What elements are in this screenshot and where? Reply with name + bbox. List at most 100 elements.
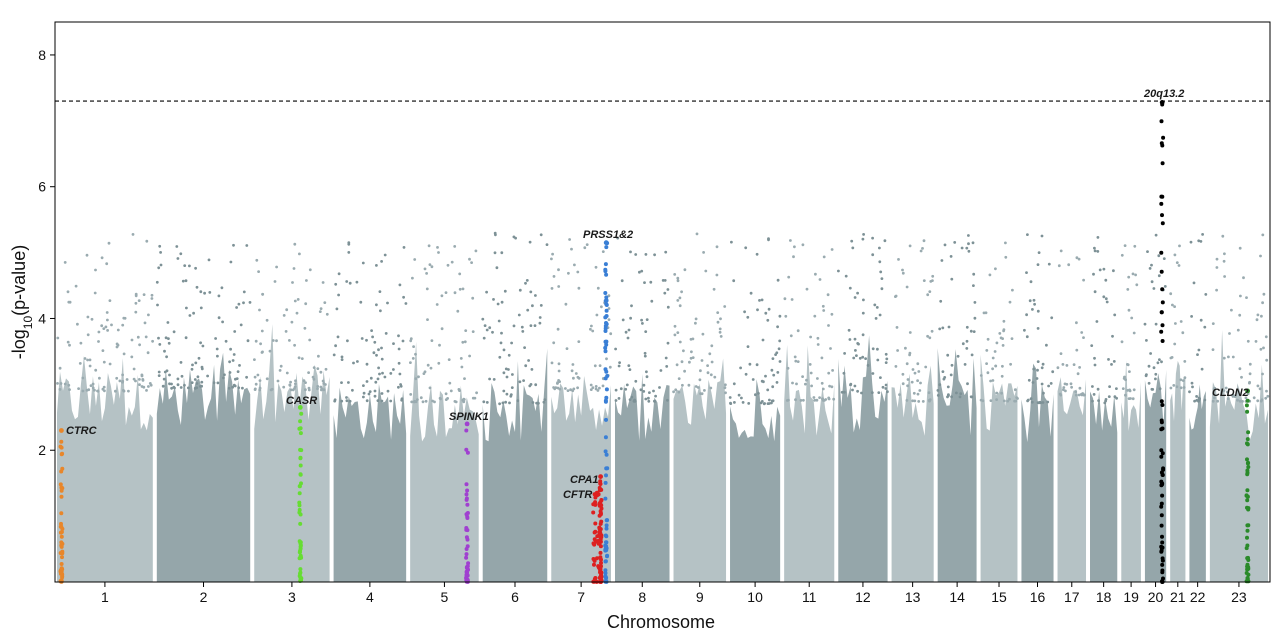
snp-point: [844, 274, 848, 278]
snp-point: [768, 398, 771, 402]
snp-point: [809, 371, 813, 375]
snp-point: [191, 363, 194, 367]
snp-point: [706, 371, 710, 375]
snp-point: [56, 382, 59, 385]
locus-point: [599, 570, 604, 575]
x-tick-label: 22: [1190, 589, 1206, 605]
snp-point: [971, 241, 975, 245]
locus-point: [1245, 488, 1250, 493]
snp-point: [1025, 335, 1029, 339]
snp-point: [784, 314, 788, 318]
snp-point: [167, 337, 170, 340]
snp-point: [94, 368, 98, 372]
snp-point: [1029, 280, 1033, 284]
x-tick-label: 1: [101, 589, 109, 605]
snp-point: [502, 348, 506, 352]
locus-point: [1159, 483, 1164, 488]
snp-point: [1076, 372, 1080, 376]
snp-point: [273, 280, 277, 283]
snp-point: [989, 399, 993, 402]
snp-point: [950, 363, 954, 367]
snp-point: [529, 290, 533, 294]
snp-point: [516, 399, 520, 403]
locus-point: [604, 302, 609, 306]
locus-point: [603, 267, 608, 272]
snp-point: [461, 287, 465, 291]
snp-point: [86, 333, 90, 337]
snp-point: [758, 299, 761, 302]
snp-point: [68, 343, 71, 347]
snp-point: [58, 388, 62, 391]
snp-point: [56, 336, 60, 340]
snp-point: [719, 335, 723, 338]
snp-point: [950, 395, 953, 399]
snp-point: [595, 313, 599, 317]
snp-point: [1174, 322, 1177, 325]
snp-point: [791, 381, 794, 385]
snp-point: [1063, 382, 1067, 386]
snp-point: [931, 279, 934, 282]
snp-point: [576, 375, 580, 379]
chromosome-block-3: [254, 324, 330, 582]
snp-point: [188, 264, 191, 268]
chromosome-block-4: [333, 384, 407, 582]
snp-point: [376, 377, 380, 381]
snp-point: [1145, 339, 1148, 342]
snp-point: [930, 329, 934, 333]
locus-point: [465, 502, 470, 507]
snp-point: [291, 281, 294, 284]
snp-point: [1123, 375, 1126, 379]
snp-point: [293, 242, 297, 246]
snp-point: [233, 330, 237, 333]
locus-point: [465, 537, 470, 542]
snp-point: [576, 386, 579, 390]
snp-point: [1173, 253, 1177, 257]
snp-point: [482, 336, 486, 340]
snp-point: [566, 389, 570, 392]
snp-point: [843, 390, 846, 394]
locus-point: [1160, 540, 1165, 545]
snp-point: [787, 398, 790, 402]
snp-point: [499, 341, 503, 345]
snp-point: [691, 356, 695, 359]
snp-point: [988, 273, 992, 277]
snp-point: [985, 349, 989, 352]
snp-point: [392, 368, 395, 371]
snp-point: [629, 316, 632, 320]
snp-point: [678, 296, 682, 300]
snp-point: [137, 299, 141, 302]
snp-point: [400, 398, 404, 402]
snp-point: [1126, 288, 1130, 291]
snp-point: [1036, 327, 1040, 330]
y-tick-label: 2: [38, 442, 46, 458]
snp-point: [757, 392, 760, 395]
snp-point: [1030, 400, 1034, 404]
snp-point: [840, 390, 844, 394]
snp-point: [1115, 387, 1118, 390]
snp-point: [201, 344, 205, 348]
snp-point: [348, 281, 352, 285]
snp-point: [254, 382, 258, 386]
snp-point: [143, 321, 147, 325]
x-tick-label: 10: [747, 589, 763, 605]
x-tick-label: 23: [1231, 589, 1247, 605]
snp-point: [557, 285, 561, 288]
snp-point: [794, 359, 798, 363]
snp-point: [528, 384, 532, 388]
snp-point: [321, 281, 325, 284]
locus-point: [603, 262, 608, 267]
snp-point: [457, 388, 461, 391]
snp-point: [876, 347, 879, 351]
snp-point: [538, 316, 542, 319]
y-tick-label: 4: [38, 310, 46, 326]
chromosome-block-13: [891, 365, 934, 582]
snp-point: [194, 266, 198, 270]
snp-point: [921, 400, 925, 403]
snp-point: [749, 291, 753, 295]
snp-point: [1091, 399, 1094, 403]
snp-point: [854, 349, 857, 352]
locus-point: [1159, 544, 1164, 549]
locus-point: [464, 570, 469, 575]
snp-point: [630, 304, 633, 308]
snp-point: [148, 382, 152, 385]
